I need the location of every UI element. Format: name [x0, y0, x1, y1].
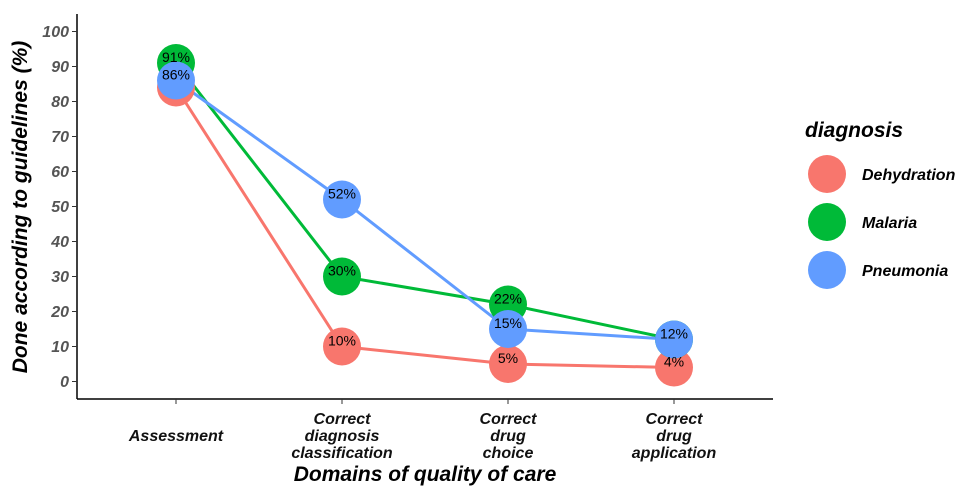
legend-label-pneumonia: Pneumonia	[862, 263, 948, 280]
y-tick-label: 100	[42, 24, 69, 41]
series-line-malaria	[174, 62, 675, 341]
x-tick-label: Assessment	[128, 428, 224, 445]
legend-key-dehydration	[808, 155, 846, 193]
series-points	[157, 44, 693, 387]
data-point-dehydration	[655, 348, 693, 387]
series-lines	[174, 62, 675, 369]
x-tick-label: choice	[483, 445, 534, 462]
x-tick-label: Correct	[480, 411, 538, 428]
data-label: 22%	[494, 291, 522, 307]
data-point-dehydration	[323, 327, 361, 366]
y-tick-label: 10	[51, 339, 69, 356]
legend: diagnosis Dehydration Malaria Pneumonia	[805, 119, 956, 289]
x-tick-label: classification	[291, 445, 393, 462]
data-label: 30%	[328, 263, 356, 279]
data-label: 15%	[494, 315, 522, 331]
x-tick-label: diagnosis	[305, 428, 380, 445]
x-tick-label: drug	[656, 428, 692, 445]
data-point-pneumonia	[323, 180, 361, 219]
y-tick-label: 0	[60, 374, 69, 391]
x-tick-label: Correct	[314, 411, 372, 428]
y-axis-title: Done according to guidelines (%)	[9, 41, 32, 374]
data-label: 86%	[162, 67, 190, 83]
data-point-dehydration	[489, 345, 527, 383]
legend-label-dehydration: Dehydration	[862, 167, 956, 184]
y-tick-label: 60	[51, 164, 69, 181]
data-label: 4%	[664, 354, 684, 370]
data-point-malaria	[323, 257, 361, 296]
x-axis-title: Domains of quality of care	[294, 463, 557, 486]
data-label: 5%	[498, 350, 518, 366]
legend-key-pneumonia	[808, 251, 846, 289]
data-point-pneumonia	[157, 61, 195, 100]
data-label: 10%	[328, 333, 356, 349]
axes: 0102030405060708090100AssessmentCorrectd…	[42, 14, 773, 462]
legend-title: diagnosis	[805, 119, 903, 142]
y-tick-label: 80	[51, 94, 69, 111]
data-point-pneumonia	[489, 310, 527, 348]
legend-key-malaria	[808, 203, 846, 241]
data-label: 91%	[162, 49, 190, 65]
y-tick-label: 90	[51, 59, 69, 76]
data-point-pneumonia	[655, 320, 693, 359]
x-tick-label: Correct	[646, 411, 704, 428]
legend-label-malaria: Malaria	[862, 215, 917, 232]
y-tick-label: 70	[51, 129, 69, 146]
y-tick-label: 40	[50, 234, 69, 251]
x-tick-label: drug	[490, 428, 526, 445]
series-line-pneumonia	[175, 79, 675, 341]
y-tick-label: 20	[50, 304, 69, 321]
x-tick-label: application	[632, 445, 717, 462]
series-line-dehydration	[174, 86, 675, 369]
data-labels: 10% 5% 4% 91% 30% 22% 12% 86% 52% 15%	[162, 49, 688, 370]
y-tick-label: 50	[51, 199, 69, 216]
data-label: 52%	[328, 186, 356, 202]
data-label: 12%	[660, 326, 688, 342]
y-tick-label: 30	[51, 269, 69, 286]
